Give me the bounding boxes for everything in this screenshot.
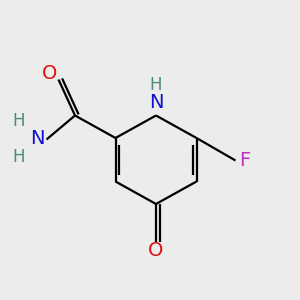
Text: H: H (13, 112, 25, 130)
Text: H: H (13, 148, 25, 166)
Text: O: O (42, 64, 57, 83)
Text: H: H (150, 76, 162, 94)
Text: N: N (149, 92, 163, 112)
Text: F: F (239, 151, 250, 170)
Text: N: N (30, 129, 45, 148)
Text: O: O (148, 241, 164, 260)
